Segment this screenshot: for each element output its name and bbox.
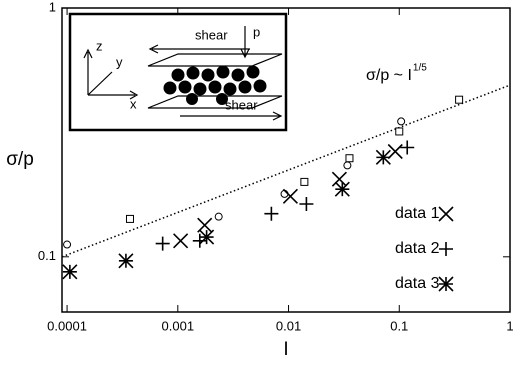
point (62, 264, 78, 280)
inset-grains (163, 65, 267, 105)
legend-marker (439, 242, 453, 256)
legend-marker (438, 276, 454, 292)
point (395, 127, 404, 136)
point (300, 177, 309, 186)
inset-arrows (148, 26, 283, 121)
point (125, 214, 134, 223)
inset-label: shear (225, 97, 258, 112)
legend-label: data 3 (395, 275, 440, 292)
point (192, 233, 207, 248)
point (375, 149, 391, 165)
point (343, 161, 352, 170)
y-tick-label: 0.1 (38, 248, 56, 263)
x-axis-label: I (283, 339, 288, 360)
point (331, 171, 347, 187)
inset-label: shear (195, 27, 228, 42)
x-tick-label: 0.01 (276, 318, 301, 333)
inset-plates (147, 53, 283, 109)
legend-label: data 1 (395, 205, 440, 222)
x-tick-label: 1 (506, 318, 513, 333)
inset-label: z (96, 38, 103, 53)
y-tick-label: 1 (49, 0, 56, 14)
point (387, 143, 403, 160)
point (264, 206, 279, 221)
fit-label: σ/p ~ I (366, 67, 412, 84)
point (214, 212, 223, 221)
point (199, 229, 215, 245)
inset-label: p (253, 24, 260, 39)
point (299, 197, 314, 212)
inset: z y x shear p shear (68, 12, 288, 132)
point (155, 236, 170, 251)
point (334, 181, 350, 197)
legend-label: data 2 (395, 240, 440, 257)
x-tick-label: 0.0001 (47, 318, 87, 333)
point (63, 240, 72, 249)
point (455, 95, 464, 104)
legend-marker (438, 206, 454, 222)
point (282, 188, 298, 204)
point (118, 253, 134, 269)
x-tick-label: 0.1 (390, 318, 408, 333)
inset-label: x (130, 96, 137, 111)
point (397, 117, 406, 126)
inset-label: y (116, 54, 123, 69)
point (400, 140, 415, 155)
point (345, 154, 354, 163)
point (173, 233, 189, 249)
plot-frame (61, 7, 511, 313)
x-tick-label: 0.001 (162, 318, 195, 333)
fit-label-exponent: 1/5 (413, 63, 427, 74)
inset-axes (83, 48, 139, 100)
y-axis-label: σ/p (6, 149, 34, 170)
